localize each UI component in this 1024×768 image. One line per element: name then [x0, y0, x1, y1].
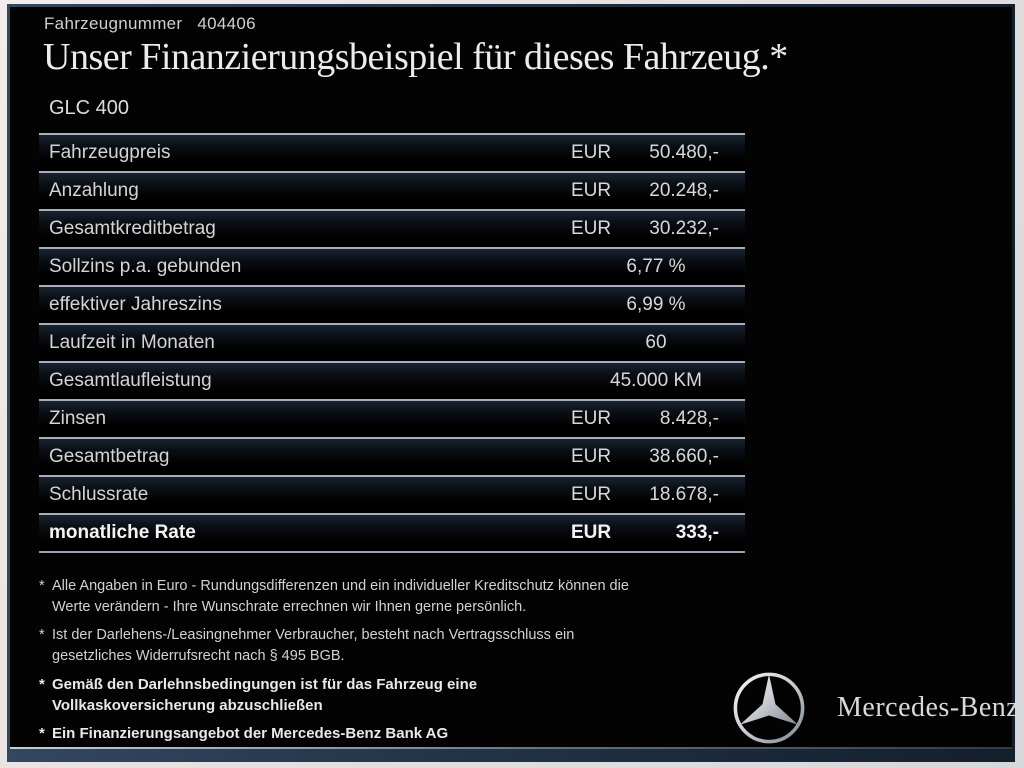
footnote-line: gesetzliches Widerrufsrecht nach § 495 B…: [52, 648, 345, 664]
page-content: Fahrzeugnummer 404406 Unser Finanzierungs…: [10, 7, 1019, 747]
footnote-marker: *: [39, 627, 45, 643]
value: 6,77 %: [626, 256, 686, 277]
row-label: Zinsen: [49, 408, 107, 429]
page-title: Unser Finanzierungsbeispiel für dieses F…: [43, 36, 788, 78]
footnote-marker: *: [39, 725, 45, 742]
vehicle-model: GLC 400: [49, 97, 130, 119]
amount-value: 18.678,-: [649, 484, 719, 505]
footnote-line: Alle Angaben in Euro - Rundungsdifferenz…: [52, 578, 629, 594]
footnote-line: Gemäß den Darlehnsbedingungen ist für da…: [52, 676, 478, 693]
currency-label: EUR: [571, 218, 612, 239]
table-row: Gesamtkreditbetrag EUR 30.232,-: [39, 209, 745, 247]
vehicle-number-value: 404406: [197, 14, 256, 33]
row-value: 45.000 KM: [573, 370, 739, 392]
currency-label: EUR: [571, 180, 612, 201]
vehicle-number: Fahrzeugnummer 404406: [44, 14, 256, 34]
currency-label: EUR: [571, 446, 612, 467]
table-row: Zinsen EUR 8.428,-: [39, 399, 745, 437]
currency-label: EUR: [571, 408, 612, 429]
footnote-line: Werte verändern - Ihre Wunschrate errech…: [52, 599, 527, 615]
table-row: Laufzeit in Monaten 60: [39, 323, 745, 361]
table-row: Schlussrate EUR 18.678,-: [39, 475, 745, 513]
brand-name: Mercedes-Benz: [837, 692, 1020, 723]
amount-value: 38.660,-: [649, 446, 719, 467]
value: 60: [645, 332, 667, 353]
footnotes: * Alle Angaben in Euro - Rundungsdiffere…: [39, 576, 629, 751]
table-row: Gesamtlaufleistung 45.000 KM: [39, 361, 745, 399]
footnote: * Gemäß den Darlehnsbedingungen ist für …: [39, 674, 629, 716]
row-value: EUR 333,-: [571, 522, 719, 544]
amount-value: 8.428,-: [659, 408, 719, 429]
row-label: Sollzins p.a. gebunden: [49, 256, 242, 277]
table-row: Gesamtbetrag EUR 38.660,-: [39, 437, 745, 475]
table-row: Sollzins p.a. gebunden 6,77 %: [39, 247, 745, 285]
currency-label: EUR: [571, 484, 612, 505]
currency-label: EUR: [571, 142, 612, 163]
currency-label: EUR: [571, 522, 612, 543]
amount-value: 50.480,-: [649, 142, 719, 163]
footnote: * Ist der Darlehens-/Leasingnehmer Verbr…: [39, 625, 629, 667]
table-row: Anzahlung EUR 20.248,-: [39, 171, 745, 209]
footnote-marker: *: [39, 578, 45, 594]
footnote-marker: *: [39, 676, 45, 693]
row-label: Schlussrate: [49, 484, 149, 505]
value: 45.000 KM: [610, 370, 702, 391]
vehicle-number-label: Fahrzeugnummer: [44, 14, 183, 33]
row-label: Gesamtkreditbetrag: [49, 218, 216, 239]
finance-table: Fahrzeugpreis EUR 50.480,- Anzahlung EUR 2…: [39, 133, 745, 553]
table-row: Fahrzeugpreis EUR 50.480,-: [39, 133, 745, 171]
table-row-monthly-rate: monatliche Rate EUR 333,-: [39, 513, 745, 551]
value: 6,99 %: [626, 294, 686, 315]
row-value: EUR 20.248,-: [571, 180, 719, 202]
mercedes-star-icon: [733, 672, 805, 744]
footnote: * Ein Finanzierungsangebot der Mercedes-…: [39, 723, 629, 744]
row-label: Gesamtlaufleistung: [49, 370, 212, 391]
row-value: 6,77 %: [573, 256, 739, 278]
amount-value: 333,-: [675, 522, 719, 543]
row-value: EUR 50.480,-: [571, 142, 719, 164]
row-label: Anzahlung: [49, 180, 139, 201]
row-value: EUR 18.678,-: [571, 484, 719, 506]
table-row: effektiver Jahreszins 6,99 %: [39, 285, 745, 323]
amount-value: 20.248,-: [649, 180, 719, 201]
footnote: * Alle Angaben in Euro - Rundungsdiffere…: [39, 576, 629, 618]
row-label: Gesamtbetrag: [49, 446, 170, 467]
page-frame: Fahrzeugnummer 404406 Unser Finanzierungs…: [7, 4, 1019, 762]
footnote-line: Ein Finanzierungsangebot der Mercedes-Be…: [52, 725, 449, 742]
brand: Mercedes-Benz: [727, 666, 1019, 750]
footnote-line: Vollkaskoversicherung abzuschließen: [52, 697, 323, 714]
row-label: effektiver Jahreszins: [49, 294, 222, 315]
amount-value: 30.232,-: [649, 218, 719, 239]
row-value: 60: [573, 332, 739, 354]
row-label: Laufzeit in Monaten: [49, 332, 215, 353]
row-value: EUR 38.660,-: [571, 446, 719, 468]
row-value: EUR 8.428,-: [571, 408, 719, 430]
row-label: monatliche Rate: [49, 522, 196, 543]
footnote-line: Ist der Darlehens-/Leasingnehmer Verbrau…: [52, 627, 575, 643]
row-value: EUR 30.232,-: [571, 218, 719, 240]
row-label: Fahrzeugpreis: [49, 142, 171, 163]
row-value: 6,99 %: [573, 294, 739, 316]
